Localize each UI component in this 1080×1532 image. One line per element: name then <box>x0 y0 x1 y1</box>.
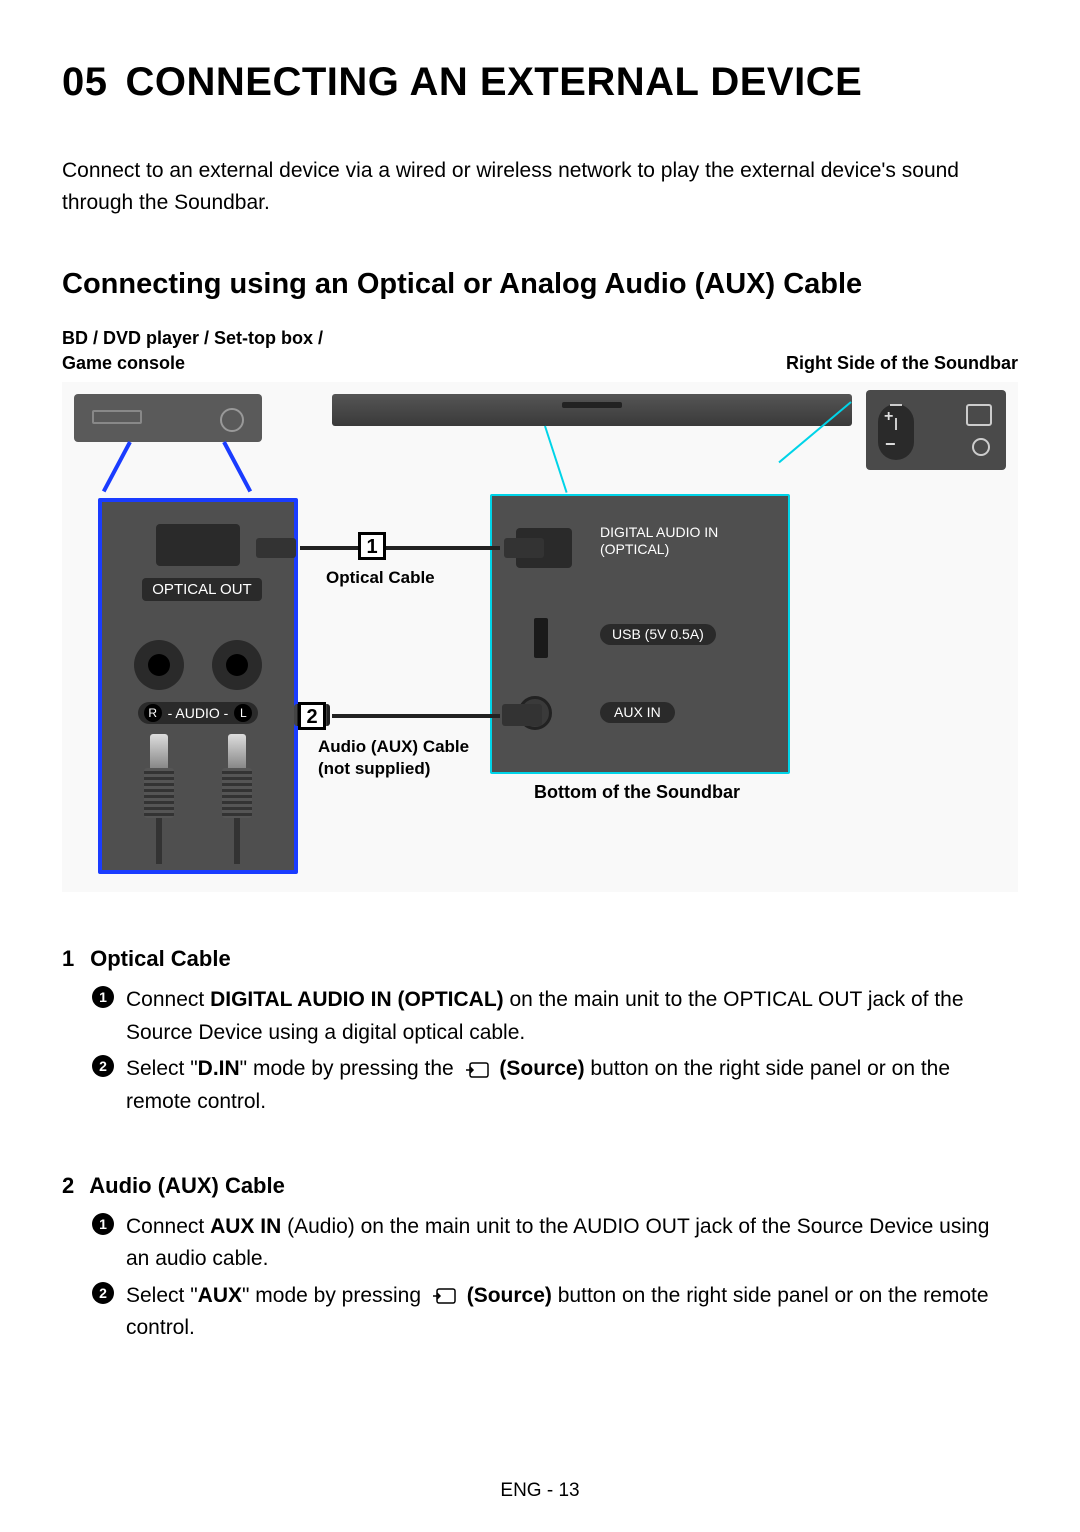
optical-cable-icon <box>300 540 500 556</box>
aux-plug-icon <box>220 734 254 864</box>
main-heading: 05 CONNECTING AN EXTERNAL DEVICE <box>62 60 1018 105</box>
step-number-icon: 2 <box>92 1055 114 1077</box>
volume-plus-icon: + <box>884 408 893 426</box>
step-item: 2Select "D.IN" mode by pressing the (Sou… <box>92 1053 1018 1118</box>
caption-left-l1: BD / DVD player / Set-top box / <box>62 326 323 351</box>
section-title: 1 Optical Cable <box>62 946 1018 972</box>
aux-cable-icon <box>332 708 500 724</box>
usb-port-icon <box>534 618 548 658</box>
optical-out-jack-icon <box>156 524 240 566</box>
soundbar-side-panel-icon: + − <box>866 390 1006 470</box>
caption-left: BD / DVD player / Set-top box / Game con… <box>62 326 323 376</box>
power-button-icon <box>972 438 990 456</box>
rca-left-jack-icon <box>134 640 184 690</box>
aux-plug-icon <box>142 734 176 864</box>
step-number-icon: 1 <box>92 986 114 1008</box>
step-number-icon: 1 <box>92 1213 114 1235</box>
aux-cable-label: Audio (AUX) Cable (not supplied) <box>318 736 469 780</box>
bottom-panel-caption: Bottom of the Soundbar <box>534 782 740 803</box>
instruction-section: 2 Audio (AUX) Cable 1Connect AUX IN (Audi… <box>62 1173 1018 1345</box>
number-badge-1: 1 <box>358 532 386 560</box>
step-item: 1Connect AUX IN (Audio) on the main unit… <box>92 1211 1018 1276</box>
connector-line-icon <box>544 426 568 493</box>
usb-label: USB (5V 0.5A) <box>600 624 716 645</box>
step-number-icon: 2 <box>92 1282 114 1304</box>
audio-rl-label: R - AUDIO - L <box>102 702 294 724</box>
step-list: 1Connect AUX IN (Audio) on the main unit… <box>62 1211 1018 1345</box>
number-badge-2: 2 <box>298 702 326 730</box>
step-list: 1Connect DIGITAL AUDIO IN (OPTICAL) on t… <box>62 984 1018 1118</box>
optical-out-label: OPTICAL OUT <box>142 578 262 601</box>
connector-line-icon <box>222 441 252 492</box>
connector-line-icon <box>102 441 132 492</box>
subheading: Connecting using an Optical or Analog Au… <box>62 268 1018 301</box>
intro-paragraph: Connect to an external device via a wire… <box>62 155 1018 218</box>
step-item: 1Connect DIGITAL AUDIO IN (OPTICAL) on t… <box>92 984 1018 1049</box>
volume-minus-icon: − <box>885 434 896 455</box>
step-item: 2Select "AUX" mode by pressing (Source) … <box>92 1280 1018 1345</box>
aux-in-label: AUX IN <box>600 702 675 723</box>
section-title: 2 Audio (AUX) Cable <box>62 1173 1018 1199</box>
connection-diagram: + − DIGITAL AUDIO IN (OPTICAL) USB (5V 0… <box>62 382 1018 892</box>
caption-left-l2: Game console <box>62 351 323 376</box>
source-button-icon <box>966 404 992 426</box>
caption-right: Right Side of the Soundbar <box>786 351 1018 376</box>
instruction-section: 1 Optical Cable 1Connect DIGITAL AUDIO IN… <box>62 946 1018 1118</box>
soundbar-top-icon <box>332 394 852 426</box>
digital-audio-in-label: DIGITAL AUDIO IN (OPTICAL) <box>600 524 718 558</box>
rca-right-jack-icon <box>212 640 262 690</box>
optical-cable-label: Optical Cable <box>326 568 435 588</box>
section-number: 05 <box>62 60 108 104</box>
dvd-player-icon <box>74 394 262 442</box>
page-footer: ENG - 13 <box>0 1480 1080 1502</box>
diagram-captions: BD / DVD player / Set-top box / Game con… <box>62 326 1018 376</box>
soundbar-bottom-panel: DIGITAL AUDIO IN (OPTICAL) USB (5V 0.5A)… <box>490 494 790 774</box>
section-title: CONNECTING AN EXTERNAL DEVICE <box>126 60 863 104</box>
